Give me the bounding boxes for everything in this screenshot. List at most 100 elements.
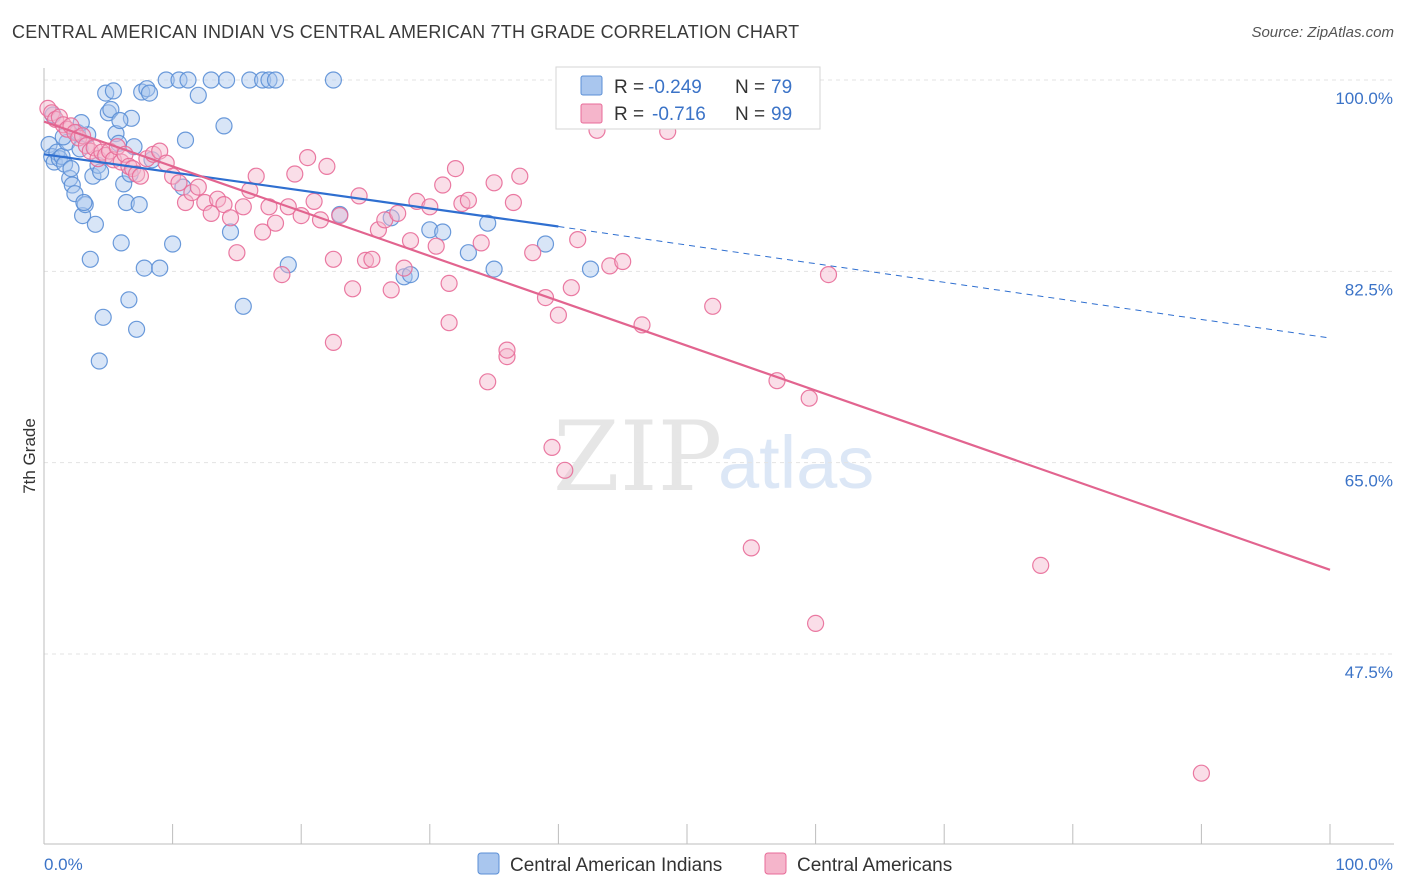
legend-box: R = -0.249 N = 79 R = -0.716 N = 99 xyxy=(555,66,821,130)
point-central-americans xyxy=(704,297,722,315)
legend-n-value-2: 99 xyxy=(771,104,792,125)
point-central-american-indians xyxy=(81,250,99,268)
point-central-americans xyxy=(427,237,445,255)
point-central-americans xyxy=(504,193,523,212)
point-central-americans xyxy=(254,223,272,241)
point-central-american-indians xyxy=(112,234,130,252)
point-central-american-indians xyxy=(434,223,452,241)
point-central-americans xyxy=(498,341,516,359)
x-tick-label-max: 100.0% xyxy=(1335,855,1393,874)
point-central-americans xyxy=(170,174,188,192)
point-central-americans xyxy=(536,289,555,307)
point-central-americans xyxy=(556,461,574,479)
watermark-zip: ZIP xyxy=(553,401,722,513)
point-central-americans xyxy=(601,257,619,275)
point-central-american-indians xyxy=(241,71,259,89)
bottom-legend: Central American Indians Central America… xyxy=(477,852,952,876)
point-central-american-indians xyxy=(111,111,129,130)
point-central-americans xyxy=(472,234,490,252)
point-central-americans xyxy=(356,251,375,269)
point-central-americans xyxy=(440,274,458,292)
point-central-american-indians xyxy=(179,71,197,89)
point-central-american-indians xyxy=(73,207,92,225)
point-central-americans xyxy=(305,192,323,210)
scatter-points xyxy=(39,71,1211,782)
point-central-americans xyxy=(350,187,368,205)
point-central-american-indians xyxy=(102,100,120,119)
point-central-americans xyxy=(299,149,317,167)
point-central-americans xyxy=(569,231,587,249)
point-central-americans xyxy=(446,160,465,178)
point-central-american-indians xyxy=(401,266,420,284)
point-central-american-indians xyxy=(202,71,220,89)
point-central-americans xyxy=(344,280,362,298)
point-central-americans xyxy=(1032,556,1050,575)
bottom-legend-swatch-indians xyxy=(477,852,500,875)
point-central-americans xyxy=(543,438,561,456)
point-central-americans xyxy=(389,204,407,222)
point-central-americans xyxy=(176,193,195,212)
y-axis-title: 7th Grade xyxy=(20,418,39,494)
point-central-american-indians xyxy=(459,244,477,262)
point-central-american-indians xyxy=(279,256,297,274)
point-central-american-indians xyxy=(260,71,278,89)
point-central-american-indians xyxy=(94,308,112,326)
point-central-american-indians xyxy=(157,71,175,89)
point-central-americans xyxy=(202,204,220,222)
point-central-americans xyxy=(324,333,342,351)
point-central-americans xyxy=(196,193,214,212)
bottom-legend-label-americans: Central Americans xyxy=(797,855,952,876)
point-central-americans xyxy=(614,252,632,271)
point-central-americans xyxy=(524,244,542,262)
point-central-americans xyxy=(806,614,825,633)
point-central-americans xyxy=(800,389,818,407)
point-central-american-indians xyxy=(104,82,123,100)
point-central-american-indians xyxy=(266,71,285,89)
point-central-american-indians xyxy=(395,268,413,286)
point-central-americans xyxy=(260,198,278,216)
point-central-americans xyxy=(742,539,760,557)
trendline-indians-extension xyxy=(558,226,1331,339)
point-central-american-indians xyxy=(215,117,233,135)
point-central-american-indians xyxy=(581,260,600,278)
point-central-americans xyxy=(273,266,291,284)
trend-lines xyxy=(43,120,1331,571)
point-central-american-indians xyxy=(254,71,272,89)
bottom-legend-label-indians: Central American Indians xyxy=(510,855,722,876)
point-central-americans xyxy=(286,165,304,183)
point-central-american-indians xyxy=(75,193,93,212)
gridlines xyxy=(44,79,1394,655)
bottom-legend-swatch-americans xyxy=(764,852,787,875)
x-axis-ticks xyxy=(43,824,1331,844)
point-central-american-indians xyxy=(135,259,153,277)
point-central-americans xyxy=(549,306,568,324)
x-tick-label-min: 0.0% xyxy=(44,855,83,874)
y-tick-label: 82.5% xyxy=(1345,280,1393,299)
point-central-americans xyxy=(485,174,503,192)
y-tick-label: 100.0% xyxy=(1335,89,1393,108)
point-central-american-indians xyxy=(485,260,503,278)
point-central-americans xyxy=(266,214,285,232)
point-central-american-indians xyxy=(140,84,159,102)
legend-swatch-americans xyxy=(580,103,603,124)
point-central-americans xyxy=(562,279,580,297)
legend-r-label-2: R = xyxy=(614,104,644,125)
point-central-americans xyxy=(324,250,342,268)
point-central-americans xyxy=(511,167,529,185)
trendline-indians xyxy=(43,153,559,228)
watermark: ZIP atlas xyxy=(553,401,874,513)
legend-n-value-1: 79 xyxy=(771,77,792,98)
point-central-american-indians xyxy=(62,160,80,178)
point-central-american-indians xyxy=(170,71,188,89)
point-central-american-indians xyxy=(107,125,125,143)
point-central-americans xyxy=(189,178,207,196)
point-central-americans xyxy=(382,281,400,299)
point-central-americans xyxy=(819,266,838,284)
y-axis-tick-labels: 47.5% 65.0% 82.5% 100.0% xyxy=(1335,89,1393,682)
point-central-american-indians xyxy=(117,193,135,212)
point-central-american-indians xyxy=(479,214,497,232)
point-central-american-indians xyxy=(151,259,169,277)
point-central-american-indians xyxy=(189,86,207,104)
point-central-american-indians xyxy=(128,320,146,338)
